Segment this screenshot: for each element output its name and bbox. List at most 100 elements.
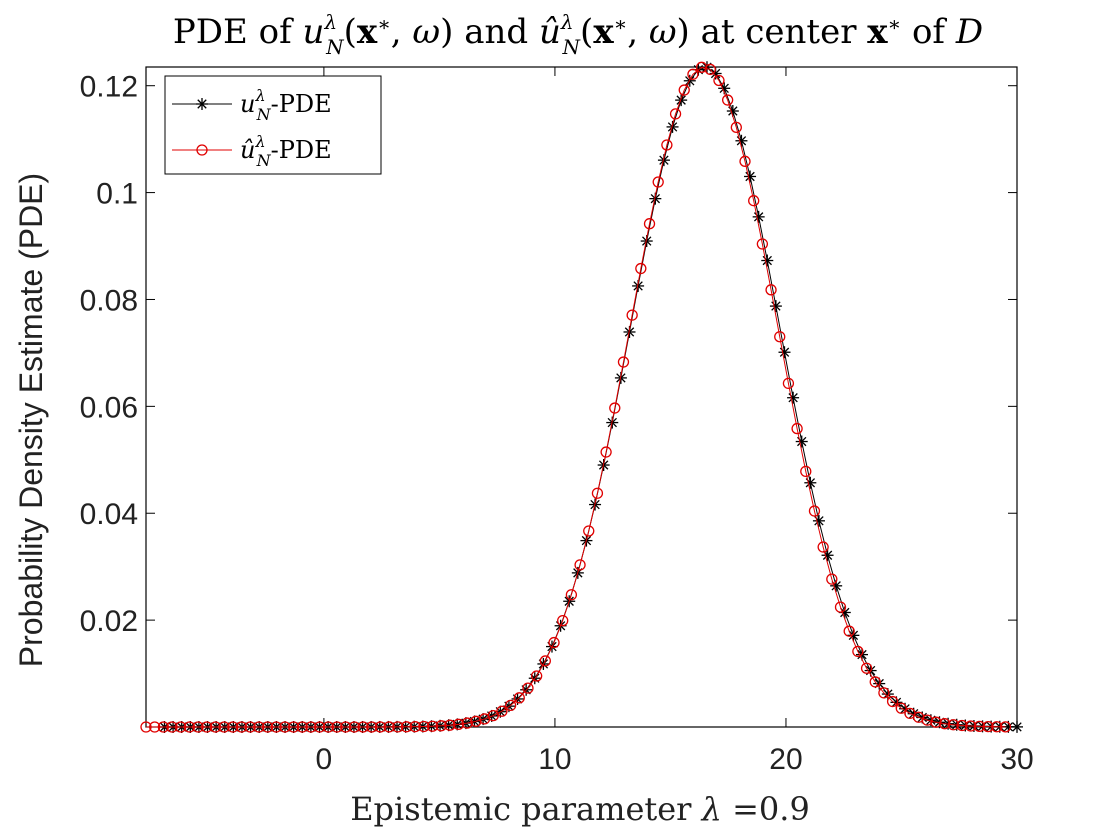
title-part: of: [901, 12, 956, 52]
data-point: [735, 134, 748, 147]
data-point: [400, 721, 413, 733]
data-point: [418, 720, 430, 733]
y-tick-label: 0.06: [80, 391, 138, 424]
data-point: [270, 721, 282, 733]
data-point: [209, 721, 222, 733]
data-point: [778, 346, 791, 359]
data-point: [548, 636, 560, 649]
data-point: [795, 435, 808, 448]
data-point: [504, 699, 517, 712]
title-part: N: [325, 35, 345, 59]
data-point: [847, 629, 860, 642]
data-point: [886, 695, 899, 708]
data-point: [669, 108, 682, 120]
data-point: [383, 721, 395, 733]
data-point: [279, 721, 291, 733]
legend-2-part: N: [256, 151, 272, 170]
data-point: [201, 721, 213, 733]
legend-2-part: -PDE: [271, 136, 332, 164]
data-point: [921, 714, 933, 726]
data-point: [617, 356, 630, 368]
data-point: [756, 238, 769, 250]
x-tick-label: 20: [769, 743, 802, 776]
data-point: [574, 559, 586, 571]
legend-label-2: ûλ N-PDE: [240, 132, 332, 170]
data-point: [843, 625, 855, 637]
title-part: ) at center: [677, 12, 868, 52]
data-point: [695, 61, 708, 73]
series-line: [146, 66, 1006, 728]
data-point: [821, 549, 834, 562]
data-point: [774, 331, 786, 343]
data-point: [973, 720, 986, 733]
x-tick-label: 0: [316, 743, 333, 776]
legend-item-2: ûλ N-PDE: [172, 132, 332, 170]
data-point: [426, 720, 439, 732]
title-part: λ: [323, 10, 337, 34]
chart-title: PDE of uλ N(x∗, ω) and ûλ N(x∗, ω) at cent…: [173, 10, 983, 59]
data-point: [626, 309, 638, 321]
data-point: [687, 68, 699, 80]
data-point: [930, 716, 942, 728]
legend-item-1: uλ N-PDE: [172, 86, 332, 124]
data-point: [609, 402, 621, 414]
title-part: (: [344, 12, 357, 52]
data-point: [513, 692, 525, 704]
legend-label-1: uλ N-PDE: [240, 86, 332, 124]
data-point: [357, 721, 369, 733]
data-point: [591, 487, 604, 499]
data-point: [557, 614, 569, 627]
title-part: x: [593, 12, 614, 52]
data-point: [791, 422, 803, 435]
legend-2-part: λ: [254, 132, 265, 151]
data-point: [787, 391, 800, 404]
data-point: [444, 719, 456, 731]
legend-2-part: û: [240, 136, 255, 164]
data-point: [522, 682, 534, 694]
legend-marker-2: [196, 144, 208, 156]
data-point: [183, 721, 196, 733]
title-part: ∗: [377, 12, 391, 36]
data-point: [253, 721, 265, 733]
data-point: [895, 702, 907, 714]
data-point: [635, 262, 647, 275]
xlabel-part: Epistemic parameter: [350, 790, 701, 828]
data-point: [991, 721, 1003, 733]
data-point: [878, 687, 890, 699]
data-point: [261, 721, 274, 733]
data-point: [366, 721, 378, 733]
legend-asterisk-marker: [196, 98, 208, 110]
data-point: [487, 709, 499, 722]
data-point: [826, 573, 838, 585]
data-point: [244, 721, 256, 733]
title-part: ,: [627, 12, 649, 52]
data-point: [721, 94, 734, 106]
data-point: [800, 465, 812, 478]
data-point: [939, 718, 951, 730]
data-point: [808, 505, 821, 517]
title-part: x: [357, 12, 378, 52]
data-point: [748, 195, 760, 207]
y-axis: 0.02 0.04 0.06 0.08 0.1 0.12: [80, 71, 1017, 638]
data-point: [140, 721, 152, 733]
data-point: [817, 541, 829, 553]
title-part: D: [955, 12, 983, 52]
data-point: [761, 254, 774, 267]
legend-1-part: -PDE: [271, 90, 332, 118]
data-point: [218, 721, 230, 733]
x-axis: 0 10 20 30: [316, 67, 1034, 776]
title-part: PDE of: [173, 12, 303, 52]
data-point: [769, 300, 782, 313]
data-point: [331, 721, 343, 733]
data-point: [305, 721, 317, 733]
data-point: [675, 94, 688, 107]
data-point: [583, 525, 595, 537]
data-point: [782, 377, 795, 390]
data-point: [496, 705, 508, 717]
title-part: ) and: [440, 12, 539, 52]
data-point: [287, 721, 300, 733]
data-point: [956, 719, 968, 732]
data-point: [657, 154, 670, 167]
data-point: [374, 721, 387, 733]
